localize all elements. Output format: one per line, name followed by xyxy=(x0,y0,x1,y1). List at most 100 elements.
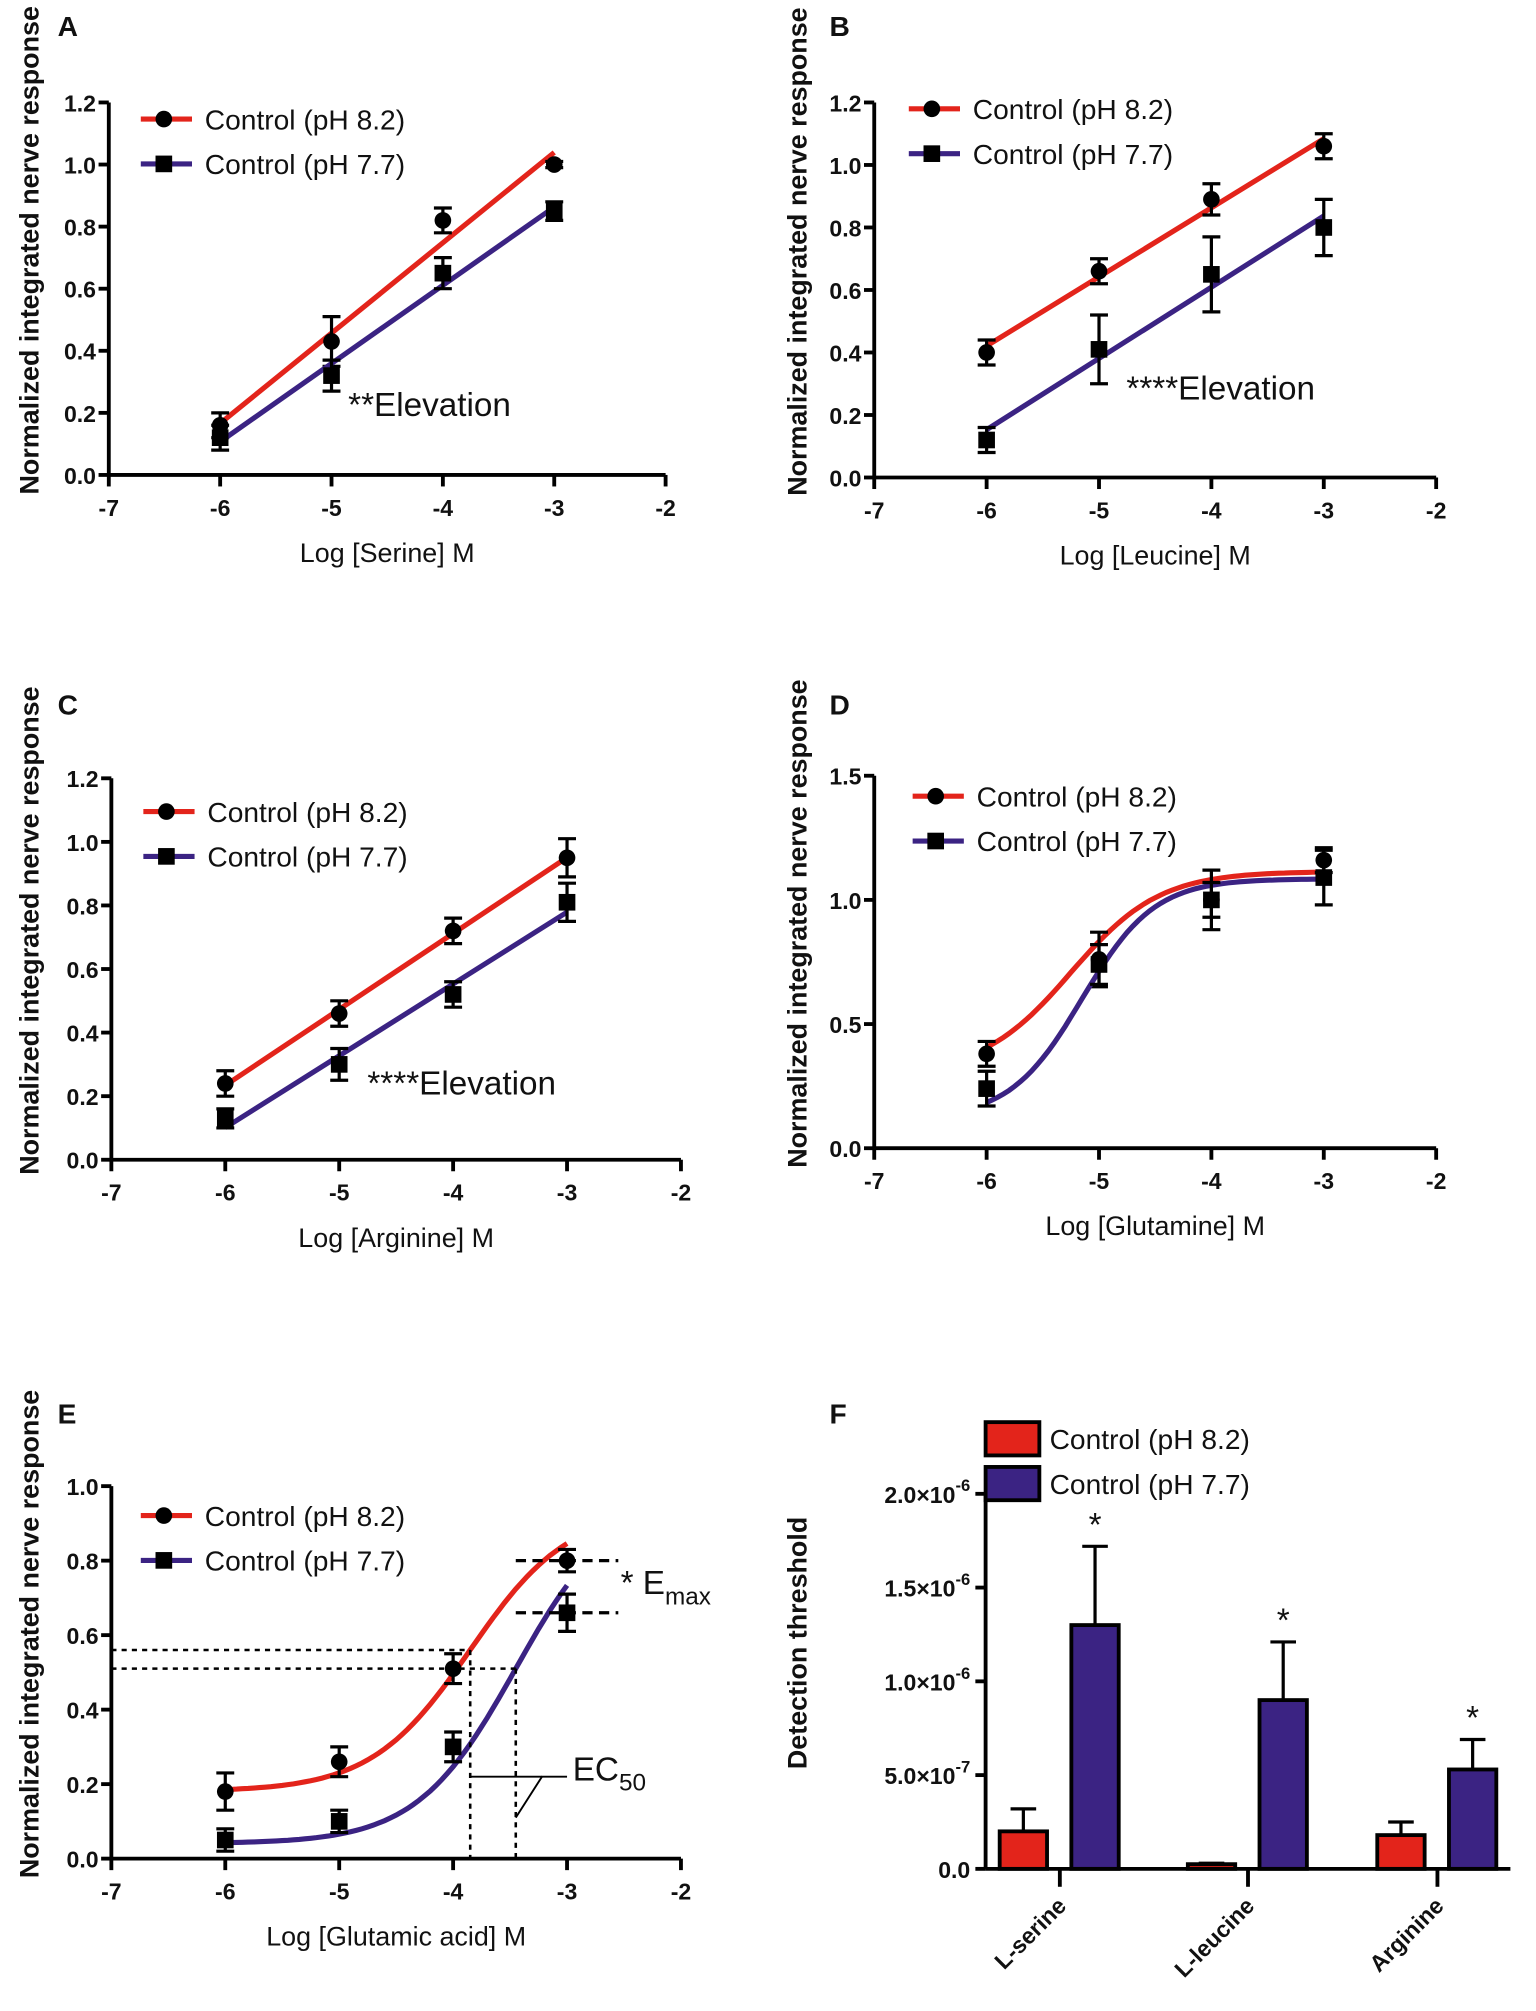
y-tick-label: 0.0 xyxy=(829,1136,861,1162)
fit-line-ph77 xyxy=(985,213,1326,432)
x-tick-label: -4 xyxy=(443,1180,464,1206)
circle-marker xyxy=(1090,262,1108,280)
square-marker xyxy=(330,1056,348,1073)
y-tick-label: 1.0×10-6 xyxy=(884,1664,970,1696)
square-marker xyxy=(1090,956,1108,973)
panel-letter: A xyxy=(58,11,78,42)
tick-exponent: -7 xyxy=(955,1758,970,1777)
square-marker xyxy=(216,1110,234,1127)
data-point xyxy=(977,1039,996,1068)
x-tick-label: -5 xyxy=(1089,1168,1110,1194)
legend-label: Control (pH 8.2) xyxy=(973,94,1173,125)
bar-ph77 xyxy=(1069,1623,1121,1871)
legend-label: Control (pH 7.7) xyxy=(977,826,1177,857)
data-point xyxy=(330,999,349,1028)
tick-base: 5.0×10 xyxy=(884,1763,955,1789)
circle-marker xyxy=(216,1075,234,1092)
square-marker xyxy=(323,367,340,384)
panel-letter: B xyxy=(829,11,849,42)
circle-marker xyxy=(444,922,462,940)
y-tick-label: 1.2 xyxy=(67,766,99,792)
x-axis-title: Log [Glutamic acid] M xyxy=(266,1922,526,1952)
panel-letter: C xyxy=(58,689,78,720)
circle-marker xyxy=(323,333,340,350)
data-point xyxy=(1202,235,1221,314)
x-tick-label: -7 xyxy=(101,1879,121,1905)
panel-letter: D xyxy=(829,689,849,720)
data-point xyxy=(1314,848,1333,907)
legend-square-icon xyxy=(927,832,944,850)
legend-circle-icon xyxy=(158,803,175,820)
significance-annotation: ****Elevation xyxy=(1126,370,1315,407)
y-tick-label: 0.0 xyxy=(829,465,861,491)
y-tick-label: 0.6 xyxy=(64,277,96,303)
x-tick-label: -3 xyxy=(557,1879,577,1905)
panel-a: A Normalized integrated nerve response -7 -… xyxy=(14,6,675,568)
panel-letter: E xyxy=(58,1398,77,1429)
y-tick-label: 1.0 xyxy=(829,153,861,179)
data-point xyxy=(1314,132,1333,161)
fit-curve-ph77 xyxy=(985,876,1324,1105)
y-tick-label: 0.0 xyxy=(67,1148,99,1174)
data-point xyxy=(1090,313,1108,386)
significance-star: * xyxy=(1466,1700,1479,1737)
legend-circle-icon xyxy=(923,100,941,118)
y-tick-label: 1.5×10-6 xyxy=(884,1570,970,1602)
x-tick-label: -5 xyxy=(329,1180,350,1206)
legend-label: Control (pH 7.7) xyxy=(205,149,405,180)
legend-label: Control (pH 7.7) xyxy=(205,1546,405,1577)
y-tick-label: 2.0×10-6 xyxy=(884,1476,970,1508)
fit-curve-ph82 xyxy=(225,1541,569,1793)
x-axis-title: Log [Glutamine] M xyxy=(1045,1211,1265,1241)
y-axis-title: Normalized integrated nerve response xyxy=(14,6,44,494)
legend-circle-icon xyxy=(155,110,173,128)
panel-letter: F xyxy=(829,1398,846,1429)
y-tick-label: 0.8 xyxy=(67,1549,99,1575)
legend-circle-icon xyxy=(927,787,944,805)
legend-square-icon xyxy=(155,1552,173,1569)
square-marker xyxy=(216,1831,234,1849)
y-tick-label: 5.0×10-7 xyxy=(884,1758,970,1790)
data-point xyxy=(216,1069,235,1098)
y-tick-label: 1.2 xyxy=(64,90,96,116)
legend-label: Control (pH 7.7) xyxy=(1050,1469,1250,1500)
emax-label: * Emax xyxy=(621,1565,711,1610)
square-marker xyxy=(1090,341,1108,358)
x-tick-label: -2 xyxy=(655,495,675,521)
y-tick-label: 1.0 xyxy=(67,1474,99,1500)
y-tick-label: 1.2 xyxy=(829,90,861,116)
x-tick-label: -5 xyxy=(321,495,342,521)
data-point xyxy=(977,425,996,455)
data-point xyxy=(444,980,463,1009)
circle-marker xyxy=(330,1005,348,1022)
x-tick-label: -6 xyxy=(976,497,996,523)
legend-label: Control (pH 8.2) xyxy=(977,781,1177,812)
legend-circle-icon xyxy=(155,1507,173,1524)
x-tick-label: -4 xyxy=(1201,497,1222,523)
fit-line-ph82 xyxy=(218,150,556,426)
panel-d: D Normalized integrated nerve response -7 -… xyxy=(782,679,1446,1241)
circle-marker xyxy=(545,156,563,173)
circle-marker xyxy=(978,1045,995,1063)
legend-square-icon xyxy=(923,145,941,162)
data-point xyxy=(330,1808,349,1835)
data-point xyxy=(545,200,564,223)
x-tick-label: -4 xyxy=(433,495,454,521)
circle-marker xyxy=(1315,137,1333,155)
y-tick-label: 0.0 xyxy=(67,1847,99,1873)
bar-ph82 xyxy=(997,1829,1049,1871)
fit-curve-ph77 xyxy=(225,1583,570,1846)
category-label: L-serine xyxy=(989,1892,1071,1974)
y-tick-label: 0.4 xyxy=(67,1021,99,1047)
fit-line-ph82 xyxy=(223,855,569,1088)
data-point xyxy=(330,1745,349,1779)
tick-base: 2.0×10 xyxy=(884,1482,955,1508)
square-marker xyxy=(558,893,576,911)
significance-annotation: **Elevation xyxy=(348,387,511,424)
tick-base: 1.0×10 xyxy=(884,1669,955,1695)
square-marker xyxy=(1315,869,1333,886)
circle-marker xyxy=(434,212,452,229)
y-axis-title: Normalized integrated nerve response xyxy=(14,1390,44,1878)
x-tick-label: -6 xyxy=(976,1168,996,1194)
